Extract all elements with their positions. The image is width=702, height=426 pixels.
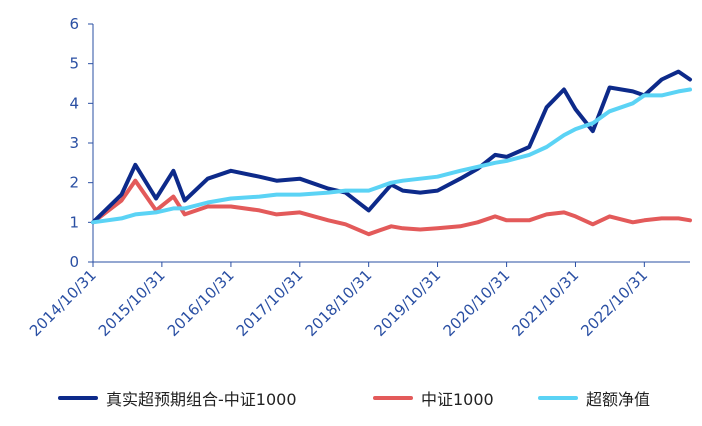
- y-tick-label: 0: [69, 253, 79, 271]
- plot-area: 01234562014/10/312015/10/312016/10/31201…: [26, 15, 692, 340]
- line-chart: 01234562014/10/312015/10/312016/10/31201…: [26, 15, 692, 340]
- series-line-excess: [91, 87, 692, 225]
- x-tick-label: 2018/10/31: [302, 266, 376, 340]
- series-line-portfolio: [91, 69, 692, 225]
- legend-swatch-csi1000: [373, 396, 413, 400]
- legend-swatch-portfolio: [58, 396, 98, 400]
- series-line-csi1000: [91, 178, 692, 237]
- legend-item-excess: 超额净值: [538, 386, 650, 410]
- y-tick-label: 2: [69, 174, 79, 192]
- x-tick-label: 2017/10/31: [233, 266, 307, 340]
- x-tick-label: 2020/10/31: [440, 266, 514, 340]
- legend-item-csi1000: 中证1000: [373, 386, 494, 410]
- x-tick-label: 2021/10/31: [508, 266, 582, 340]
- legend: 真实超预期组合-中证1000 中证1000 超额净值: [0, 380, 702, 416]
- x-tick-label: 2014/10/31: [26, 266, 100, 340]
- y-tick-label: 3: [69, 134, 79, 152]
- x-tick-label: 2015/10/31: [95, 266, 169, 340]
- y-tick-label: 5: [69, 55, 79, 73]
- y-tick-label: 4: [69, 94, 79, 112]
- y-tick-label: 1: [69, 213, 79, 231]
- legend-swatch-excess: [538, 396, 578, 400]
- x-tick-label: 2019/10/31: [370, 266, 444, 340]
- legend-label-excess: 超额净值: [586, 390, 651, 409]
- legend-label-csi1000: 中证1000: [421, 390, 494, 409]
- legend-item-portfolio: 真实超预期组合-中证1000: [58, 386, 297, 410]
- x-tick-label: 2022/10/31: [577, 266, 651, 340]
- x-tick-label: 2016/10/31: [164, 266, 238, 340]
- legend-label-portfolio: 真实超预期组合-中证1000: [106, 390, 297, 409]
- y-tick-label: 6: [69, 15, 79, 33]
